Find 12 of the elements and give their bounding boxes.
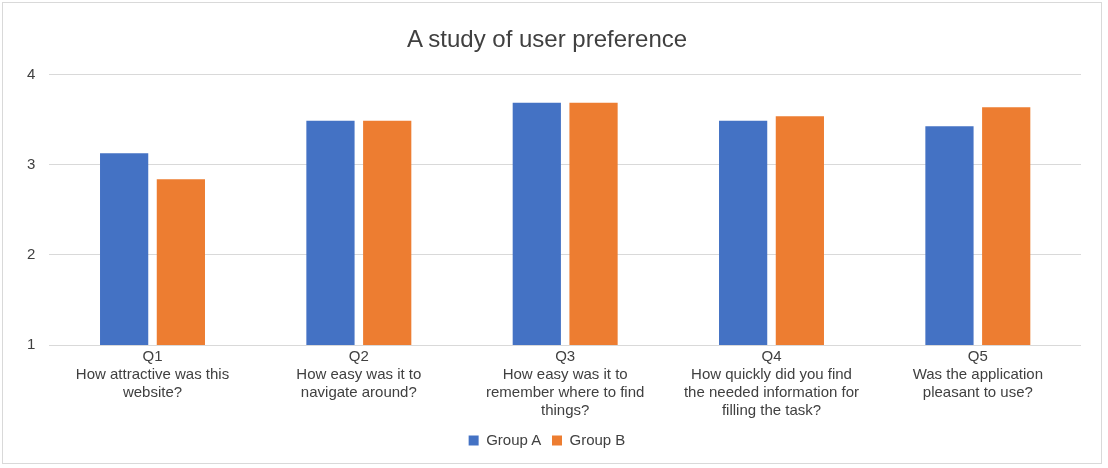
x-tick-label: Q4 How quickly did you find the needed information for filling the task?: [683, 347, 860, 419]
x-tick-label: Q1 How attractive was this website?: [75, 347, 230, 401]
y-tick-label: 1: [27, 335, 36, 353]
x-tick-label: Q2 How easy was it to navigate around?: [296, 347, 422, 401]
chart-title: A study of user preference: [406, 25, 688, 53]
legend-label: Group A: [486, 430, 542, 448]
y-tick-label: 2: [27, 245, 36, 263]
x-tick-label: Q5 Was the application pleasant to use?: [912, 347, 1044, 401]
x-tick-label: Q3 How easy was it to remember where to find things?: [485, 347, 645, 419]
y-tick-label: 4: [27, 64, 36, 82]
legend-label: Group B: [569, 430, 626, 448]
y-tick-label: 3: [27, 155, 36, 173]
